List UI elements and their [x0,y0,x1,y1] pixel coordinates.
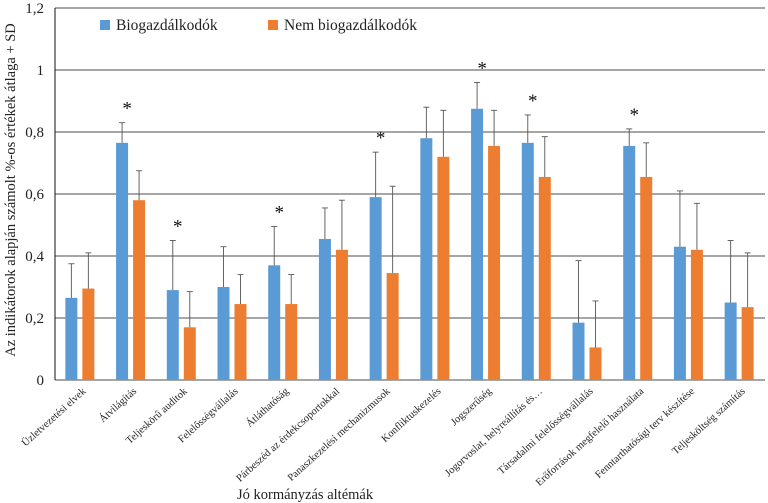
x-category-label: Fenntarthatósági terv készítése [593,386,697,481]
y-tick-label: 0,8 [25,125,44,141]
bar [724,302,737,380]
bar [640,176,653,380]
bar [285,304,298,380]
y-tick-label: 0,2 [25,311,44,327]
bar [572,322,585,380]
legend-label-biogazdalkodok: Biogazdálkodók [116,17,218,34]
bar [318,238,331,380]
legend-swatch-biogazdalkodok [100,20,110,30]
y-tick-label: 0,4 [25,249,44,265]
x-axis-title: Jó kormányzás altémák [237,487,374,503]
y-tick-labels: 0 0,2 0,4 0,6 0,8 1 1,2 [25,1,44,389]
bar [82,288,95,380]
bar [268,265,281,380]
significance-markers: * * * * * * * [122,58,639,237]
x-category-label: Párbeszéd az érdekcsoportokkal [234,386,342,484]
bar [217,287,230,380]
bar [538,176,551,380]
bar [166,290,179,380]
legend-label-nem-biogazdalkodok: Nem biogazdálkodók [284,17,417,34]
bar [488,145,501,380]
bar [623,145,636,380]
x-category-label: Erőforrások megfelelő használata [534,386,646,489]
bar [741,307,754,380]
bar [690,249,703,380]
bar [589,347,602,380]
y-tick-label: 0,6 [25,187,44,203]
x-category-label: Panaszkezelési mechanizmusok [286,386,393,484]
significance-star: * [528,91,538,112]
bar [673,246,686,380]
bar [386,273,399,380]
bar [234,304,247,380]
x-category-label: Átvilágítás [97,385,139,425]
bar [420,138,433,380]
bar [65,297,78,380]
x-category-label: Üzletvezetési elvek [19,385,88,449]
bar [116,142,129,380]
x-category-label: Átláthatóság [244,385,292,430]
y-axis-title: Az indikátorok alapján számolt %-os érté… [3,23,19,357]
y-tick-label: 1,2 [25,1,44,17]
x-category-label: Jogszerűség [449,386,495,429]
bar [133,200,146,380]
y-tick-label: 1 [37,63,45,79]
significance-star: * [376,128,386,149]
significance-star: * [122,99,132,120]
x-category-label: Jogorvoslat, helyreállítás és… [443,386,545,479]
x-category-labels: Üzletvezetési elvek ÁtvilágításTeljeskörű… [19,385,747,489]
significance-star: * [629,105,639,126]
bar [335,249,348,380]
bar [521,142,534,380]
significance-star: * [173,217,183,238]
bar [369,197,382,380]
bar [183,327,196,380]
bar [471,108,484,380]
y-tick-label: 0 [37,373,45,389]
x-category-label: Társadalmi felelősségvállalás [496,386,595,477]
bar [437,156,450,380]
error-bars [68,81,751,348]
bars [65,108,754,380]
legend-swatch-nem-biogazdalkodok [268,20,278,30]
significance-star: * [274,203,284,224]
gridlines [54,7,765,381]
significance-star: * [477,58,487,79]
legend: Biogazdálkodók Nem biogazdálkodók [100,17,417,34]
